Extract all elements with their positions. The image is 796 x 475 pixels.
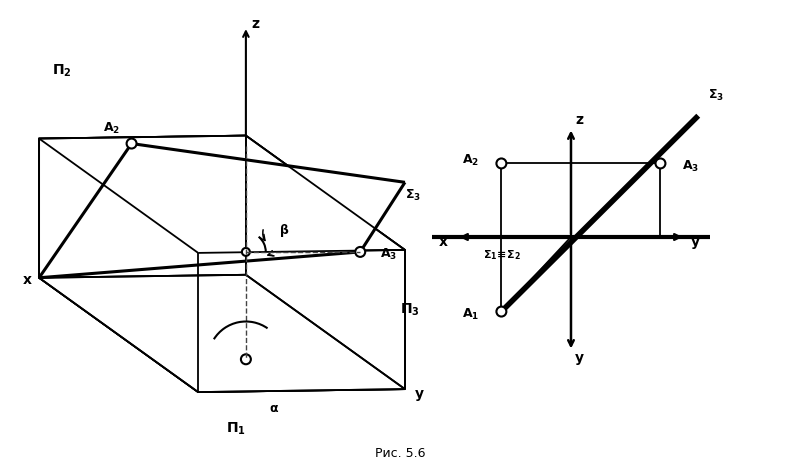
Polygon shape — [39, 275, 405, 392]
Circle shape — [241, 354, 251, 364]
Text: $\mathbf{A_3}$: $\mathbf{A_3}$ — [682, 159, 700, 174]
Text: $\mathbf{\Pi_2}$: $\mathbf{\Pi_2}$ — [52, 63, 72, 79]
Text: y: y — [575, 352, 583, 365]
Polygon shape — [39, 135, 405, 253]
Text: $\mathbf{\Pi_1}$: $\mathbf{\Pi_1}$ — [226, 421, 246, 437]
Text: x: x — [439, 235, 448, 249]
Circle shape — [497, 159, 506, 169]
Circle shape — [355, 247, 365, 257]
Text: y: y — [691, 235, 700, 249]
Polygon shape — [39, 135, 246, 278]
Text: $\mathbf{\Pi_3}$: $\mathbf{\Pi_3}$ — [400, 301, 419, 318]
Text: $\mathbf{A_1}$: $\mathbf{A_1}$ — [256, 370, 273, 385]
Text: $\mathbf{\Sigma}$: $\mathbf{\Sigma}$ — [157, 204, 166, 217]
Text: $\mathbf{\beta}$: $\mathbf{\beta}$ — [279, 221, 289, 238]
Text: $\mathbf{A_3}$: $\mathbf{A_3}$ — [380, 247, 397, 263]
Text: $\mathbf{A_2}$: $\mathbf{A_2}$ — [462, 153, 479, 168]
Text: z: z — [252, 17, 259, 31]
Polygon shape — [39, 139, 198, 392]
Text: $\mathbf{\Sigma_3}$: $\mathbf{\Sigma_3}$ — [708, 88, 724, 104]
Polygon shape — [39, 143, 405, 278]
Text: y: y — [415, 387, 423, 401]
Text: z: z — [575, 113, 583, 127]
Polygon shape — [246, 135, 405, 389]
Text: Рис. 5.6: Рис. 5.6 — [375, 447, 425, 460]
Text: x: x — [22, 273, 32, 287]
Circle shape — [242, 248, 250, 256]
Circle shape — [655, 159, 665, 169]
Polygon shape — [39, 275, 405, 392]
Text: $\mathbf{\alpha}$: $\mathbf{\alpha}$ — [269, 402, 279, 416]
Polygon shape — [39, 135, 246, 278]
Circle shape — [127, 139, 137, 149]
Polygon shape — [198, 250, 405, 392]
Text: $\mathbf{\Sigma_1\!\equiv\!\Sigma_2}$: $\mathbf{\Sigma_1\!\equiv\!\Sigma_2}$ — [483, 248, 521, 262]
Text: $\mathbf{\Sigma_1\!\equiv\!\Sigma_2}$: $\mathbf{\Sigma_1\!\equiv\!\Sigma_2}$ — [67, 291, 105, 304]
Circle shape — [497, 306, 506, 316]
Text: $\mathbf{A_2}$: $\mathbf{A_2}$ — [103, 121, 120, 136]
Text: $\mathbf{A}$: $\mathbf{A}$ — [222, 230, 234, 244]
Text: $\mathbf{\Sigma_3}$: $\mathbf{\Sigma_3}$ — [405, 188, 421, 203]
Text: $\mathbf{A_1}$: $\mathbf{A_1}$ — [462, 307, 479, 322]
